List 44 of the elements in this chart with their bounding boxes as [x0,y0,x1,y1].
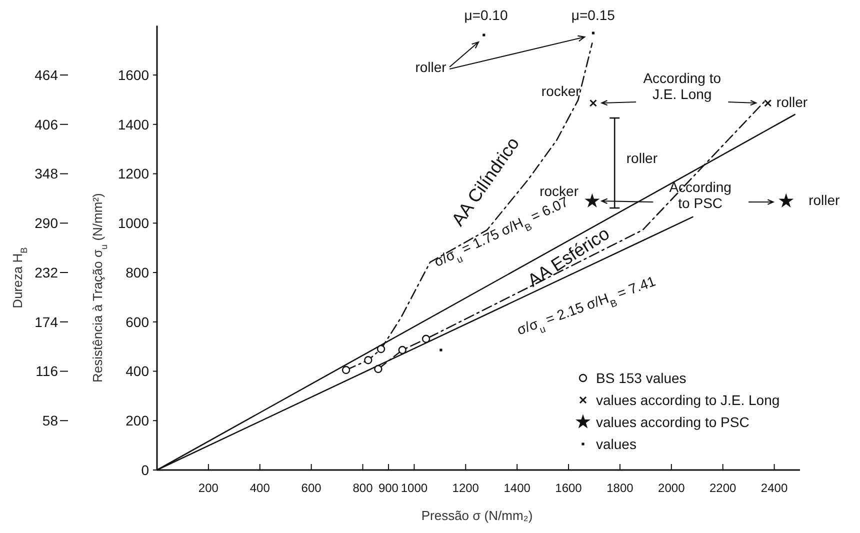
x-tick-label: 400 [250,481,270,495]
y-tick-label: 1600 [118,66,150,83]
legend-label: values [596,436,636,452]
x-tick-label: 1000 [400,481,428,495]
annotation: According to PSC [669,179,732,212]
text: μ=0.15 [571,7,616,23]
annotation: roller [415,59,447,75]
x-tick-label: 900 [378,481,399,495]
y2-tick-label: 174 [34,314,58,330]
y-tick-label: 1200 [118,166,150,182]
y2-tick-label: 116 [36,363,58,380]
x-tick-label: 2200 [709,481,737,495]
legend-label: BS 153 values [596,370,686,386]
y2-tick-label: 58 [42,412,58,429]
x-tick-label: 800 [352,481,374,495]
x-tick-label: 2000 [658,481,686,495]
y-tick-label: 0 [141,462,150,478]
y2-tick-label: 290 [34,215,58,232]
x-tick-label: 600 [301,481,322,495]
annotation: roller [626,150,658,166]
legend-label: values according to J.E. Long [596,392,780,408]
text: μ=0.10 [464,7,508,23]
legend-label: values according to PSC [596,414,750,430]
x-tick-label: 1400 [504,481,531,495]
y2-tick-label: 232 [34,264,58,280]
x-tick-label: 1800 [606,481,634,495]
annotation: rocker [541,83,581,99]
y2-tick-label: 348 [34,166,58,182]
y2-tick-label: 464 [34,66,58,83]
x-axis-title: Pressão σ (N/mm₂) [421,508,533,523]
y-tick-label: 1000 [118,215,150,232]
y-tick-label: 600 [126,314,150,330]
y-tick-label: 400 [126,363,150,380]
x-tick-label: 2400 [760,481,788,495]
y-tick-label: 1400 [118,116,150,132]
y2-tick-label: 406 [34,116,58,132]
x-tick-label: 200 [198,481,219,495]
annotation: According to J.E. Long [643,70,722,102]
x-tick-label: 1600 [555,481,582,495]
x-tick-label: 1200 [452,481,480,495]
annotation: roller [776,94,808,110]
y-tick-label: 200 [126,412,150,429]
y-tick-label: 800 [126,264,150,280]
text: roller [808,192,840,208]
